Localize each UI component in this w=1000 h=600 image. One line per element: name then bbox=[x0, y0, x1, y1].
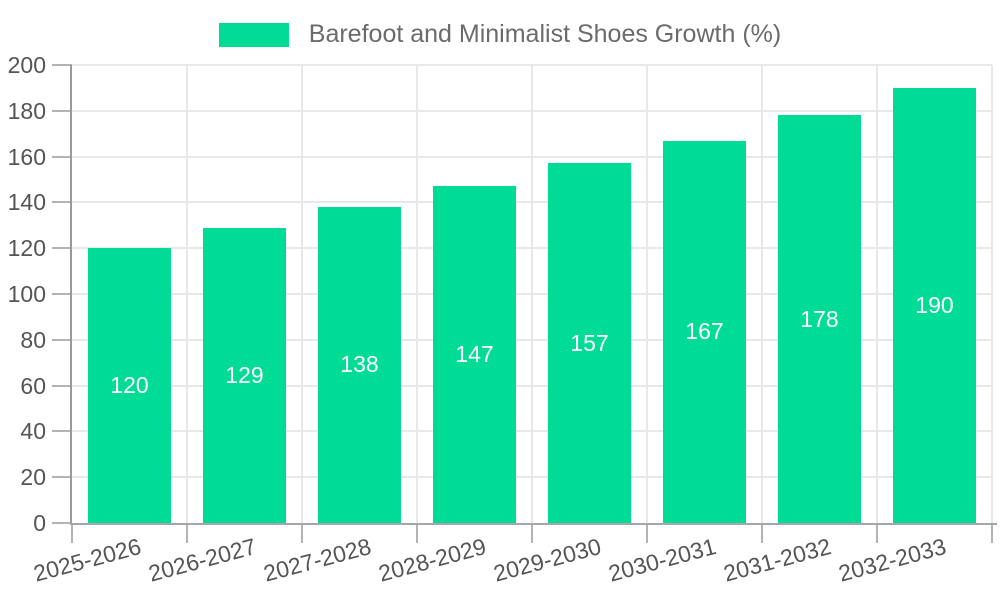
y-tick-label: 180 bbox=[7, 97, 46, 124]
y-tick-label: 120 bbox=[7, 235, 46, 262]
v-gridline bbox=[416, 65, 418, 523]
x-tick-mark bbox=[186, 523, 188, 543]
bar-value-label: 120 bbox=[110, 372, 149, 399]
y-tick-label: 140 bbox=[7, 189, 46, 216]
y-tick-mark bbox=[52, 109, 72, 112]
bar-value-label: 138 bbox=[340, 351, 379, 378]
y-tick-mark bbox=[52, 155, 72, 158]
legend: Barefoot and Minimalist Shoes Growth (%) bbox=[0, 20, 1000, 49]
y-tick-label: 40 bbox=[20, 418, 46, 445]
v-gridline bbox=[186, 65, 188, 523]
x-tick-label: 2027-2028 bbox=[260, 533, 374, 587]
x-axis-line bbox=[70, 523, 997, 525]
bar-value-label: 157 bbox=[570, 329, 609, 356]
y-tick-mark bbox=[52, 293, 72, 295]
y-tick-mark bbox=[52, 201, 72, 204]
y-tick-mark bbox=[52, 247, 72, 250]
y-tick-label: 60 bbox=[20, 372, 46, 399]
bar-value-label: 147 bbox=[455, 341, 494, 368]
bar-2029-2030[interactable]: 157 bbox=[547, 163, 632, 523]
bar-2032-2033[interactable]: 190 bbox=[892, 87, 977, 523]
v-gridline bbox=[991, 65, 993, 523]
bar-2026-2027[interactable]: 129 bbox=[202, 227, 287, 523]
y-tick-mark bbox=[52, 384, 72, 387]
legend-label[interactable]: Barefoot and Minimalist Shoes Growth (%) bbox=[308, 20, 782, 48]
bar-value-label: 190 bbox=[915, 291, 954, 318]
y-axis-line bbox=[70, 65, 72, 523]
y-tick-label: 20 bbox=[20, 464, 46, 491]
v-gridline bbox=[301, 65, 303, 523]
v-gridline bbox=[876, 65, 878, 523]
y-tick-mark bbox=[52, 522, 72, 524]
x-tick-mark bbox=[531, 523, 533, 543]
bar-value-label: 178 bbox=[800, 305, 839, 332]
x-tick-mark bbox=[991, 523, 993, 543]
bar-2028-2029[interactable]: 147 bbox=[432, 186, 517, 523]
x-tick-mark bbox=[71, 523, 73, 543]
x-tick-mark bbox=[761, 523, 763, 543]
v-gridline bbox=[646, 65, 648, 523]
y-tick-label: 80 bbox=[20, 326, 46, 353]
x-tick-mark bbox=[301, 523, 303, 543]
bar-2030-2031[interactable]: 167 bbox=[662, 140, 747, 523]
y-tick-label: 0 bbox=[33, 510, 46, 536]
x-tick-label: 2030-2031 bbox=[605, 533, 719, 587]
x-tick-mark bbox=[416, 523, 418, 543]
x-tick-label: 2025-2026 bbox=[30, 533, 144, 587]
x-tick-label: 2029-2030 bbox=[490, 533, 604, 587]
bar-2027-2028[interactable]: 138 bbox=[317, 206, 402, 523]
bar-2031-2032[interactable]: 178 bbox=[777, 115, 862, 523]
x-tick-label: 2028-2029 bbox=[375, 533, 489, 587]
y-tick-label: 200 bbox=[7, 52, 46, 78]
y-tick-mark bbox=[52, 64, 72, 66]
y-tick-mark bbox=[52, 430, 72, 433]
bar-2025-2026[interactable]: 120 bbox=[87, 248, 172, 523]
bar-value-label: 167 bbox=[685, 318, 724, 345]
y-tick-mark bbox=[52, 338, 72, 341]
y-tick-mark bbox=[52, 476, 72, 479]
v-gridline bbox=[761, 65, 763, 523]
v-gridline bbox=[531, 65, 533, 523]
y-tick-label: 100 bbox=[7, 281, 46, 307]
x-tick-label: 2026-2027 bbox=[145, 533, 259, 587]
x-tick-mark bbox=[876, 523, 878, 543]
x-tick-label: 2032-2033 bbox=[835, 533, 949, 587]
legend-swatch[interactable] bbox=[218, 22, 289, 47]
y-tick-label: 160 bbox=[7, 143, 46, 170]
x-tick-label: 2031-2032 bbox=[720, 533, 834, 587]
x-tick-mark bbox=[646, 523, 648, 543]
plot-area: 0 20 40 60 80 100 120 140 160 180 200 120 2025-2026 1… bbox=[8, 52, 997, 587]
bar-value-label: 129 bbox=[225, 361, 264, 388]
